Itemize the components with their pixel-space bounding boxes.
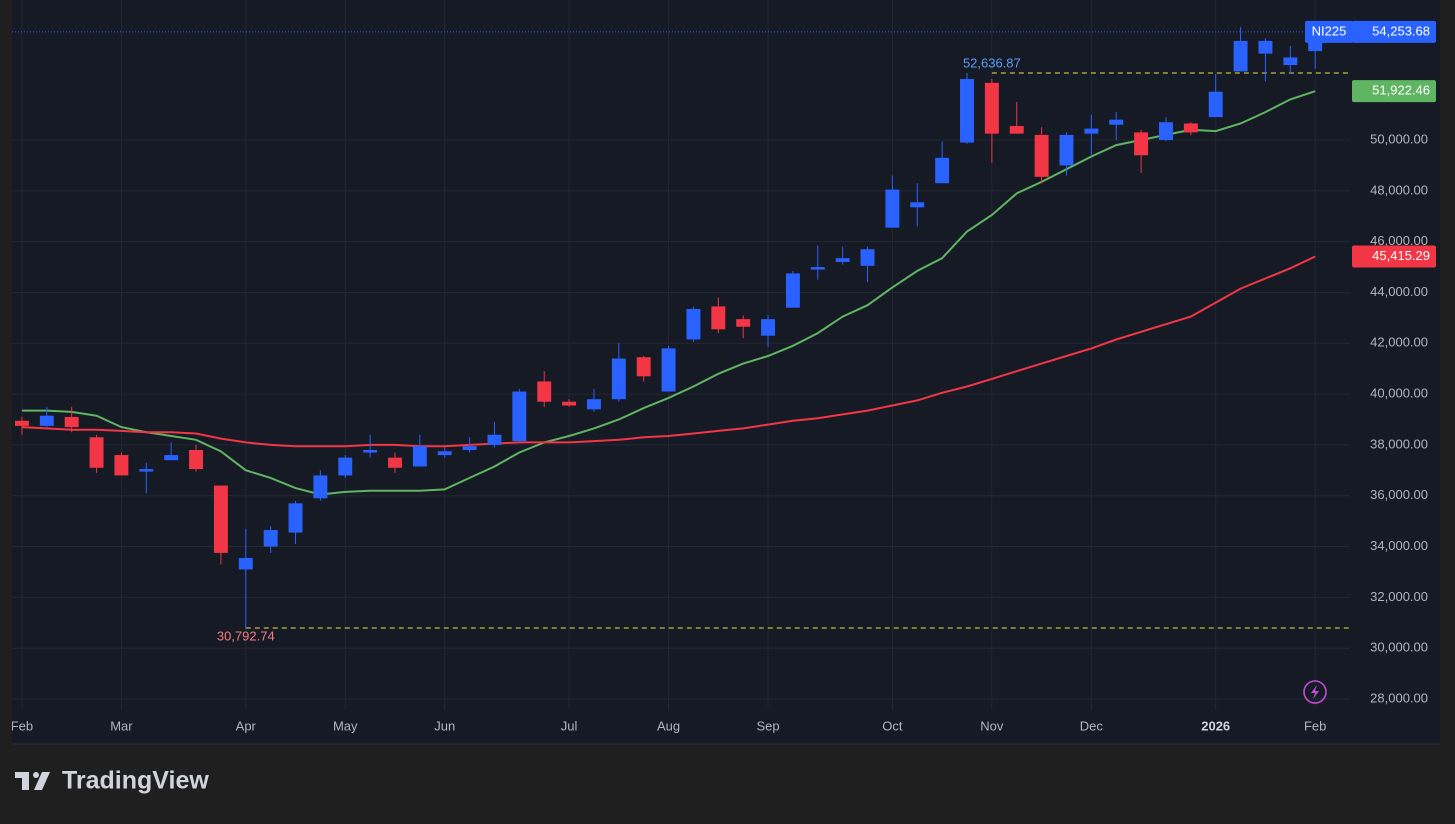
candle-body [1034, 134, 1049, 177]
ma-line [21, 255, 1316, 448]
level-label: 30,792.74 [217, 628, 275, 643]
candle-body [1134, 132, 1149, 156]
candle-body [686, 308, 701, 340]
candle-body [860, 249, 875, 266]
price-tag [1352, 20, 1436, 43]
candle-body [910, 202, 925, 208]
candle-body [263, 530, 278, 547]
y-tick-label: 46,000.00 [1370, 233, 1428, 248]
y-tick-label: 34,000.00 [1370, 538, 1428, 553]
price-tag-label: 51,922.46 [1372, 83, 1430, 98]
x-tick-label: Sep [756, 718, 779, 733]
x-tick-label: Oct [882, 718, 903, 733]
candle-body [412, 446, 427, 467]
candle-body [64, 416, 79, 428]
x-tick-label: Jun [434, 718, 455, 733]
candle-body [213, 485, 228, 553]
y-tick-label: 32,000.00 [1370, 589, 1428, 604]
candle-body [1183, 123, 1198, 133]
x-tick-label: 2026 [1201, 718, 1230, 733]
candle-body [611, 358, 626, 400]
x-tick-label: Aug [657, 718, 680, 733]
y-tick-label: 44,000.00 [1370, 284, 1428, 299]
candle-body [586, 399, 601, 410]
candle-body [960, 79, 974, 143]
candle-body [1258, 40, 1273, 54]
candle-body [537, 381, 552, 402]
candle-body [238, 557, 253, 570]
price-tag-label: 54,253.68 [1372, 23, 1430, 38]
x-tick-label: Dec [1080, 718, 1104, 733]
y-tick-label: 42,000.00 [1370, 335, 1428, 350]
candle-body [785, 273, 800, 308]
x-tick-label: Mar [110, 718, 133, 733]
y-tick-label: 50,000.00 [1370, 131, 1428, 146]
y-tick-label: 30,000.00 [1370, 640, 1428, 655]
price-tag [1352, 80, 1436, 103]
candle-body [761, 319, 776, 336]
candle-body [1109, 119, 1124, 125]
y-tick-label: 36,000.00 [1370, 487, 1428, 502]
candle-body [14, 420, 29, 426]
y-tick-label: 40,000.00 [1370, 386, 1428, 401]
symbol-tag [1305, 20, 1353, 43]
candle-body [189, 449, 204, 470]
price-tag-label: 45,415.29 [1372, 248, 1430, 263]
candle-body [39, 415, 54, 426]
candle-body [437, 451, 452, 456]
level-label: 52,636.87 [963, 55, 1021, 70]
axis-layer: 28,000.00 30,000.00 32,000.00 34,000.00 36,0… [1305, 20, 1436, 705]
candle-body [1158, 122, 1173, 141]
candle-body [1208, 91, 1223, 118]
candle-body [139, 469, 154, 472]
plot-area: Feb Mar Apr May Jun Jul Aug Sep Oct Nov Dec 2026 Feb… [11, 0, 1350, 733]
y-tick-label: 38,000.00 [1370, 436, 1428, 451]
candle-body [313, 475, 328, 499]
candle-body [835, 258, 850, 262]
candle-body [363, 449, 378, 453]
brand-name: TradingView [62, 767, 209, 795]
candle-body [1059, 134, 1074, 166]
candle-body [661, 348, 676, 392]
candle-body [89, 437, 104, 468]
candle-body [164, 455, 179, 461]
candle-body [462, 446, 477, 450]
y-tick-label: 28,000.00 [1370, 690, 1428, 705]
brand-logo [15, 772, 50, 790]
chart-panel [12, 0, 1440, 744]
price-tag [1352, 245, 1436, 268]
x-tick-label: May [333, 718, 358, 733]
candle-body [1084, 128, 1099, 134]
candle-body [711, 306, 726, 330]
x-tick-label: Feb [1304, 718, 1326, 733]
candle-body [1009, 126, 1024, 134]
candle-body [935, 157, 950, 184]
x-tick-label: Jul [561, 718, 578, 733]
candle-body [388, 457, 402, 468]
candle-body [114, 455, 129, 476]
candle-body [487, 434, 502, 445]
lightning-icon [1303, 680, 1327, 704]
candle-body [636, 357, 651, 377]
x-tick-label: Nov [980, 718, 1004, 733]
candle-body [810, 267, 825, 270]
ma-line [21, 90, 1316, 496]
candle-body [736, 319, 751, 327]
candle-body [562, 401, 577, 406]
candle-body [512, 391, 527, 442]
x-tick-label: Apr [236, 718, 257, 733]
candle-body [1233, 40, 1248, 72]
candle-body [1283, 57, 1298, 66]
candle-body [288, 503, 303, 533]
candle-body [338, 457, 353, 476]
symbol-label: NI225 [1312, 23, 1347, 38]
y-tick-label: 48,000.00 [1370, 182, 1428, 197]
candle-body [885, 189, 900, 228]
x-tick-label: Feb [11, 718, 33, 733]
candle-body [984, 82, 999, 134]
